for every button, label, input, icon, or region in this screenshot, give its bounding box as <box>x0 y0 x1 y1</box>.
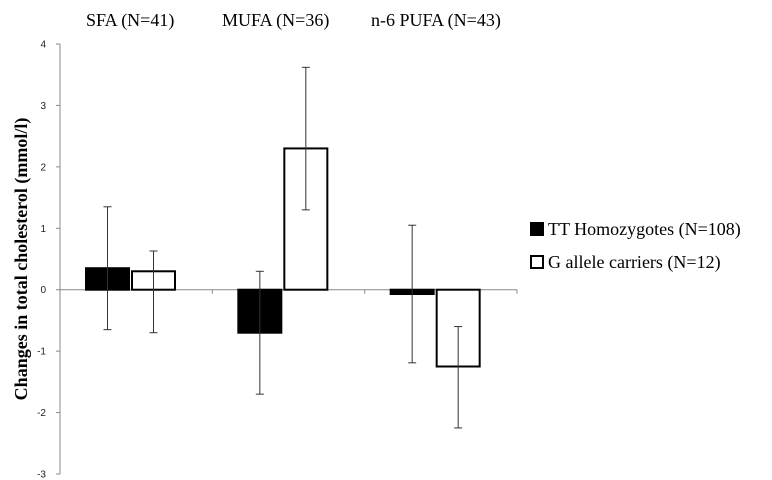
y-tick-label: -2 <box>37 408 46 419</box>
y-tick-label: 0 <box>40 285 46 296</box>
legend-label: G allele carriers (N=12) <box>548 252 721 273</box>
category-label: n-6 PUFA (N=43) <box>371 10 501 31</box>
legend-swatch <box>530 255 544 269</box>
y-tick-label: 3 <box>40 101 46 112</box>
y-axis-label: Changes in total cholesterol (mmol/l) <box>11 118 32 401</box>
legend-label: TT Homozygotes (N=108) <box>548 219 741 240</box>
y-tick-label: -1 <box>37 347 46 358</box>
y-tick-label: 2 <box>40 162 46 173</box>
category-label: SFA (N=41) <box>86 10 174 31</box>
y-tick-label: -3 <box>37 470 46 480</box>
y-tick-label: 4 <box>40 40 46 51</box>
category-label: MUFA (N=36) <box>222 10 329 31</box>
y-tick-label: 1 <box>40 224 46 235</box>
legend-swatch <box>530 222 544 236</box>
